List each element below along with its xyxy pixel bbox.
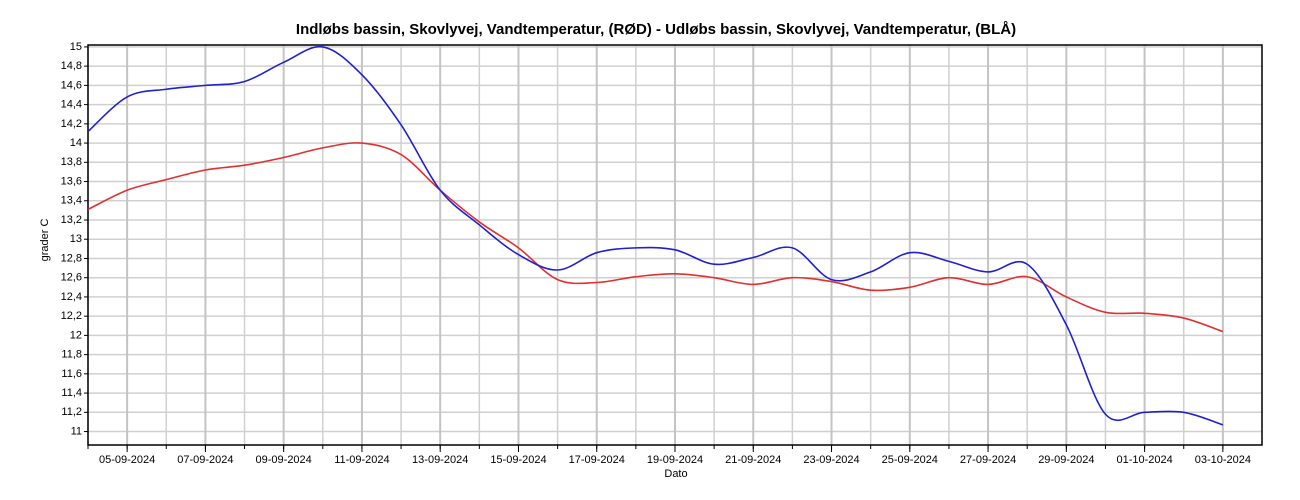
y-tick-label: 12,2 — [61, 310, 82, 322]
y-tick-label: 14,2 — [61, 118, 82, 130]
y-tick-label: 14 — [70, 137, 82, 149]
x-axis-label: Dato — [664, 468, 687, 480]
y-tick-label: 14,6 — [61, 79, 82, 91]
y-tick-label: 11,6 — [61, 368, 82, 380]
x-tick-label: 01-10-2024 — [1116, 454, 1172, 466]
x-tick-label: 11-09-2024 — [334, 454, 389, 466]
y-tick-label: 14,4 — [61, 99, 82, 111]
plot-frame — [87, 44, 1263, 446]
y-tick-label: 11,4 — [61, 387, 82, 399]
y-tick-label: 13,2 — [61, 214, 82, 226]
y-tick-label: 13,8 — [61, 156, 82, 168]
y-tick-label: 11,2 — [61, 406, 82, 418]
line-series — [87, 142, 1224, 333]
y-tick-label: 11,8 — [61, 349, 82, 361]
x-tick-label: 17-09-2024 — [569, 454, 625, 466]
x-tick-label: 25-09-2024 — [882, 454, 938, 466]
y-tick-label: 13,6 — [61, 175, 82, 187]
y-tick-label: 12,6 — [61, 272, 82, 284]
y-tick-label: 12,8 — [61, 252, 82, 264]
x-tick-label: 27-09-2024 — [960, 454, 1016, 466]
line-series — [87, 45, 1224, 426]
y-tick-label: 12,4 — [61, 291, 82, 303]
y-axis-label: grader C — [39, 219, 51, 262]
x-tick-label: 05-09-2024 — [99, 454, 155, 466]
x-tick-label: 19-09-2024 — [647, 454, 703, 466]
y-tick-label: 15 — [70, 41, 82, 53]
x-tick-label: 21-09-2024 — [725, 454, 781, 466]
chart-title: Indløbs bassin, Skovlyvej, Vandtemperatu… — [296, 21, 1016, 38]
x-tick-label: 07-09-2024 — [177, 454, 233, 466]
x-tick-label: 03-10-2024 — [1195, 454, 1251, 466]
x-tick-label: 23-09-2024 — [803, 454, 859, 466]
x-tick-label: 09-09-2024 — [256, 454, 312, 466]
x-tick-label: 15-09-2024 — [490, 454, 546, 466]
x-tick-label: 29-09-2024 — [1038, 454, 1094, 466]
y-tick-label: 13 — [70, 233, 82, 245]
x-tick-label: 13-09-2024 — [412, 454, 468, 466]
y-tick-label: 12 — [70, 329, 82, 341]
y-tick-label: 13,4 — [61, 195, 82, 207]
y-tick-label: 14,8 — [61, 60, 82, 72]
y-tick-label: 11 — [71, 425, 82, 437]
